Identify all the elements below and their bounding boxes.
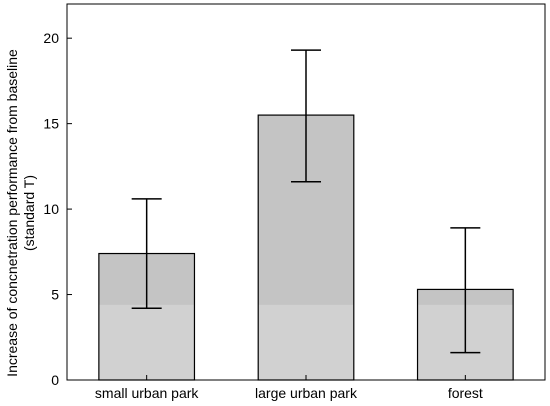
y-tick-label: 0 <box>51 372 59 388</box>
y-axis-title-line-1: Increase of concnetration performance fr… <box>4 49 20 377</box>
bar-lower-band <box>98 304 195 380</box>
x-tick-label: small urban park <box>95 385 199 401</box>
x-tick-label: large urban park <box>255 385 358 401</box>
x-tick-label: forest <box>448 385 483 401</box>
y-tick-label: 5 <box>51 287 59 303</box>
y-tick-label: 20 <box>43 30 59 46</box>
bar-lower-band <box>258 304 354 380</box>
y-axis-title-line-2: (standard T) <box>21 175 37 251</box>
y-tick-label: 10 <box>43 201 59 217</box>
y-tick-label: 15 <box>43 116 59 132</box>
